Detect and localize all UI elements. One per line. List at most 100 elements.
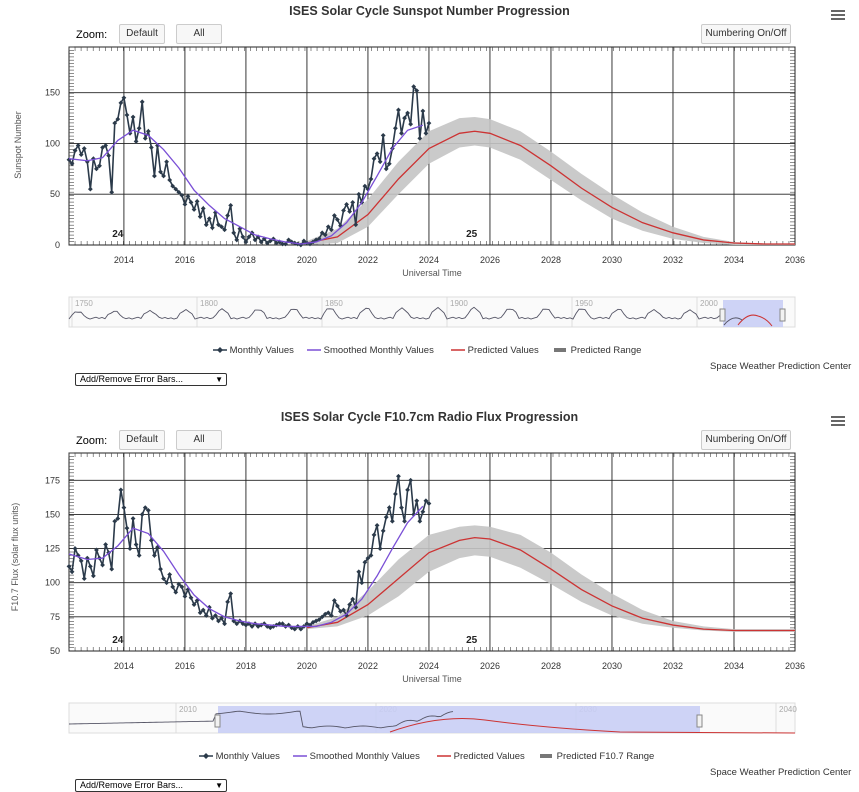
monthly-value-point [414,88,420,94]
legend-item-range[interactable]: Predicted Range [554,345,641,356]
monthly-value-point [243,239,249,245]
hamburger-menu-icon[interactable] [831,416,845,428]
monthly-value-point [194,198,200,204]
monthly-value-point [133,542,139,547]
navigator-selection [723,300,783,327]
monthly-value-point [240,234,246,240]
legend-item-smoothed[interactable]: Smoothed Monthly Values [293,751,420,762]
navigator-1[interactable]: 1750 1800 1850 1900 1950 2000 [0,0,859,340]
monthly-value-point [145,507,151,513]
monthly-value-point [161,576,166,582]
monthly-value-point [331,598,337,603]
monthly-value-point [365,186,371,192]
hamburger-menu-icon[interactable] [831,10,845,22]
monthly-value-point [341,607,346,613]
monthly-value-point [200,607,206,613]
monthly-value-point [353,222,359,228]
monthly-value-point [420,509,426,515]
monthly-value-point [222,621,227,627]
monthly-value-point [78,558,84,564]
navigator-series [723,317,743,326]
monthly-value-point [374,522,380,528]
monthly-value-point [94,166,99,172]
monthly-value-point [158,169,163,175]
legend-item-monthly[interactable]: Monthly Values [213,345,294,356]
monthly-value-point [209,615,215,621]
x-tick-label: 2028 [541,255,561,265]
y-tick-label: 0 [55,240,60,250]
legend-item-monthly[interactable]: Monthly Values [199,751,280,762]
chart-title: ISES Solar Cycle F10.7cm Radio Flux Prog… [280,410,579,424]
numbering-toggle-button[interactable]: Numbering On/Off [701,430,791,450]
monthly-value-point [386,161,392,167]
monthly-value-point [386,505,392,511]
x-tick-label: 2022 [358,661,378,671]
x-tick-label: 2030 [602,661,622,671]
monthly-value-point [392,491,398,497]
predicted-values-line [306,130,795,245]
error-bars-select[interactable]: Add/Remove Error Bars... ▼ [75,373,227,386]
cycle-number-label: 24 [112,229,124,240]
monthly-value-point [139,99,145,105]
monthly-value-point [118,487,124,493]
monthly-value-point [121,95,127,101]
monthly-value-point [347,209,353,214]
zoom-all-button[interactable]: All [176,24,222,44]
monthly-value-point [167,572,173,577]
monthly-value-point [75,143,81,148]
select-label: Add/Remove Error Bars... [80,374,184,384]
navigator-handle [214,714,221,728]
sunspot-plot[interactable]: 0 50 100 150 2014 2016 2018 2020 2022 2024 2026 202… [0,0,859,290]
monthly-value-point [209,225,215,231]
monthly-value-point [139,512,145,517]
x-tick-label: 2024 [419,255,439,265]
monthly-value-point [335,603,340,609]
cycle-number-label: 25 [466,229,478,240]
monthly-value-point [322,611,328,617]
monthly-value-point [356,191,362,197]
x-tick-label: 2032 [663,255,683,265]
error-bars-select[interactable]: Add/Remove Error Bars... ▼ [75,779,227,792]
navigator-series [68,710,454,729]
monthly-value-point [319,230,325,236]
zoom-all-button[interactable]: All [176,430,222,450]
monthly-value-point [81,146,87,151]
monthly-value-point [182,593,188,599]
zoom-default-button[interactable]: Default [119,24,165,44]
legend-item-predicted[interactable]: Predicted Values [451,345,539,356]
monthly-value-point [87,186,93,192]
legend-item-predicted[interactable]: Predicted Values [437,751,525,762]
navigator-2[interactable]: 2010 2020 2030 2040 [0,406,859,746]
monthly-value-point [216,618,221,624]
monthly-value-point [319,614,325,620]
monthly-value-point [399,505,404,511]
predicted-values-line [306,537,795,632]
monthly-value-point [243,622,249,628]
zoom-default-button[interactable]: Default [119,430,165,450]
monthly-value-point [328,613,334,618]
monthly-value-point [72,546,78,551]
legend-2: Monthly Values Smoothed Monthly Values P… [0,406,859,792]
monthly-value-point [396,107,401,113]
chevron-down-icon: ▼ [215,781,223,790]
numbering-toggle-button[interactable]: Numbering On/Off [701,24,791,44]
monthly-value-point [133,139,139,144]
monthly-value-point [310,619,316,625]
monthly-value-point [286,622,292,628]
legend-item-smoothed[interactable]: Smoothed Monthly Values [307,345,434,356]
x-tick-label: 2018 [236,255,256,265]
monthly-value-point [69,569,75,575]
monthly-value-point [72,148,78,153]
radio-flux-chart-panel: ISES Solar Cycle F10.7cm Radio Flux Prog… [0,406,859,792]
radio-flux-plot[interactable]: 50 75 100 125 150 175 2014 2016 2018 2020 2022 2024… [0,406,859,696]
x-tick-label: 2026 [480,255,500,265]
x-tick-label: 2036 [785,255,805,265]
monthly-value-point [216,222,221,228]
legend-item-range[interactable]: Predicted F10.7 Range [540,751,654,762]
navigator-handle [719,308,726,322]
monthly-value-point [264,240,270,246]
monthly-value-point [362,559,368,565]
monthly-value-point [203,222,209,228]
monthly-value-point [81,576,87,582]
monthly-value-point [301,238,307,244]
